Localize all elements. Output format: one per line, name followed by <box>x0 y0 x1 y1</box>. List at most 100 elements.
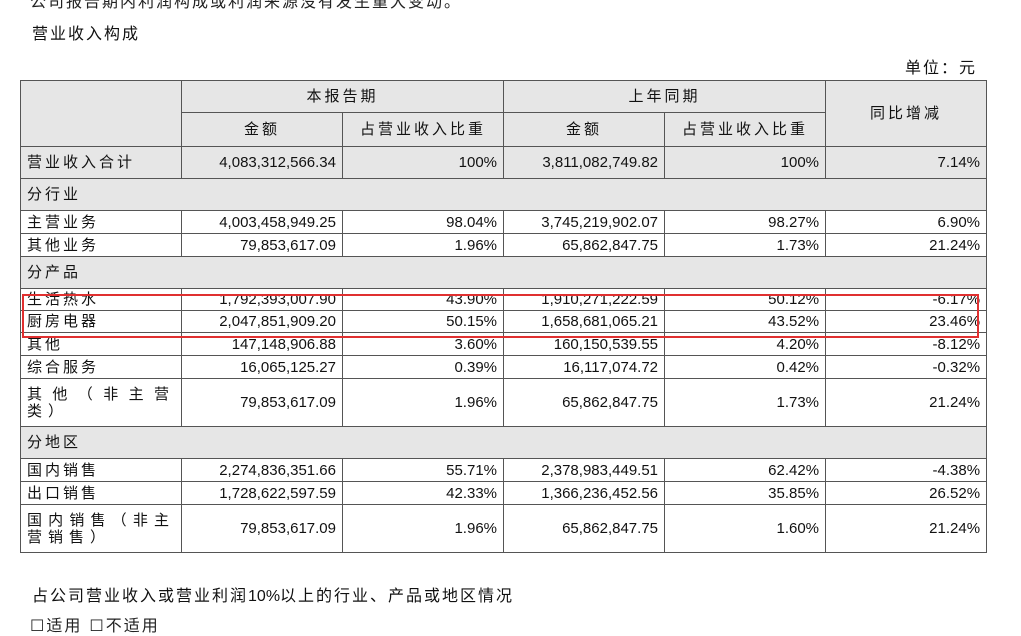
cell-cur-share: 42.33% <box>341 481 505 505</box>
cell-cur-share: 1.96% <box>341 378 505 427</box>
cell-cur-share: 50.15% <box>341 310 505 333</box>
cell-yoy: 21.24% <box>825 504 988 553</box>
cell-prev-share: 43.52% <box>664 310 827 333</box>
table-row: 其他业务 79,853,617.09 1.96% 65,862,847.75 1… <box>20 233 988 257</box>
table-row: 主营业务 4,003,458,949.25 98.04% 3,745,219,9… <box>20 210 988 234</box>
cell-cur-share: 100% <box>341 146 505 179</box>
row-label: 其他（非主营类） <box>20 378 182 427</box>
group-row-region: 分地区 <box>19 426 988 459</box>
cell-yoy: 6.90% <box>825 210 988 234</box>
cell-cur-share: 1.96% <box>341 504 505 553</box>
cell-yoy: -6.17% <box>825 288 988 311</box>
cell-cur-amount: 1,792,393,007.90 <box>181 288 343 311</box>
header-row-2: 金额 占营业收入比重 金额 占营业收入比重 <box>21 112 987 147</box>
unit-label: 单位：元 <box>904 58 977 77</box>
cell-cur-share: 43.90% <box>341 288 505 311</box>
cell-cur-amount: 2,047,851,909.20 <box>181 310 343 333</box>
table-row: 其他（非主营类） 79,853,617.09 1.96% 65,862,847.… <box>20 378 988 427</box>
cell-prev-amount: 3,811,082,749.82 <box>503 146 666 179</box>
cell-cur-amount: 79,853,617.09 <box>181 504 343 553</box>
cell-yoy: -4.38% <box>825 458 988 482</box>
cell-prev-share: 4.20% <box>664 332 827 356</box>
row-label: 营业收入合计 <box>20 146 182 179</box>
cell-cur-amount: 147,148,906.88 <box>181 332 343 356</box>
cell-cur-amount: 79,853,617.09 <box>181 233 343 257</box>
group-label: 分行业 <box>19 178 988 211</box>
row-label: 国内销售（非主营销售） <box>20 504 182 553</box>
next-line-text: ☐适用 ☐不适用 <box>30 616 160 635</box>
cell-yoy: 21.24% <box>825 378 988 427</box>
row-label: 厨房电器 <box>20 310 182 333</box>
group-label: 分地区 <box>19 426 988 459</box>
row-label: 综合服务 <box>20 355 182 379</box>
cell-cur-share: 98.04% <box>341 210 505 234</box>
header-yoy: 同比增减 <box>825 80 988 147</box>
cell-prev-amount: 3,745,219,902.07 <box>503 210 666 234</box>
cell-yoy: 26.52% <box>825 481 988 505</box>
section-title: 营业收入构成 <box>32 24 141 43</box>
cell-prev-amount: 2,378,983,449.51 <box>503 458 666 482</box>
cell-prev-amount: 16,117,074.72 <box>503 355 666 379</box>
cell-prev-share: 0.42% <box>664 355 827 379</box>
table-row: 出口销售 1,728,622,597.59 42.33% 1,366,236,4… <box>20 481 988 505</box>
header-current-period: 本报告期 <box>180 80 505 113</box>
table-row: 生活热水 1,792,393,007.90 43.90% 1,910,271,2… <box>20 288 988 311</box>
table-row: 国内销售 2,274,836,351.66 55.71% 2,378,983,4… <box>20 458 988 482</box>
table-row: 其他 147,148,906.88 3.60% 160,150,539.55 4… <box>20 332 988 356</box>
cell-cur-amount: 4,003,458,949.25 <box>181 210 343 234</box>
revenue-composition-table: 本报告期 上年同期 同比增减 金额 占营业收入比重 金额 占营业收入比重 营业收… <box>19 80 988 553</box>
cell-prev-share: 98.27% <box>664 210 827 234</box>
cell-prev-share: 1.73% <box>664 233 827 257</box>
group-row-product: 分产品 <box>19 256 988 289</box>
footnote-after: 以上的行业、产品或地区情况 <box>280 586 515 605</box>
cell-prev-amount: 1,658,681,065.21 <box>503 310 666 333</box>
cell-prev-amount: 1,366,236,452.56 <box>503 481 666 505</box>
cell-cur-share: 55.71% <box>341 458 505 482</box>
cell-cur-amount: 79,853,617.09 <box>181 378 343 427</box>
cell-yoy: 23.46% <box>825 310 988 333</box>
row-label: 国内销售 <box>20 458 182 482</box>
cell-yoy: 21.24% <box>825 233 988 257</box>
table-row-total: 营业收入合计 4,083,312,566.34 100% 3,811,082,7… <box>20 146 988 179</box>
row-label: 出口销售 <box>20 481 182 505</box>
header-prior-period: 上年同期 <box>503 80 827 113</box>
cell-prev-share: 50.12% <box>664 288 827 311</box>
row-label: 其他 <box>20 332 182 356</box>
row-label: 生活热水 <box>20 288 182 311</box>
header-prev-amount: 金额 <box>503 112 666 147</box>
previous-line-text: 公司报告期内利润构成或利润来源没有发生重大变动。 <box>30 0 463 11</box>
footnote-text: 占公司营业收入或营业利润10%以上的行业、产品或地区情况 <box>32 582 514 606</box>
cell-prev-share: 1.60% <box>664 504 827 553</box>
cell-prev-amount: 160,150,539.55 <box>503 332 666 356</box>
header-cur-amount: 金额 <box>181 112 343 147</box>
cell-cur-amount: 1,728,622,597.59 <box>181 481 343 505</box>
cell-prev-share: 100% <box>664 146 827 179</box>
cell-prev-amount: 65,862,847.75 <box>503 504 666 553</box>
group-row-industry: 分行业 <box>19 178 988 211</box>
cell-cur-share: 0.39% <box>341 355 505 379</box>
cell-prev-amount: 65,862,847.75 <box>503 378 666 427</box>
cell-cur-share: 3.60% <box>341 332 505 356</box>
cell-prev-share: 62.42% <box>664 458 827 482</box>
row-label: 主营业务 <box>20 210 182 234</box>
cell-yoy: -0.32% <box>825 355 988 379</box>
header-row-1: 本报告期 上年同期 同比增减 <box>20 80 988 147</box>
header-prev-share: 占营业收入比重 <box>664 112 827 147</box>
group-label: 分产品 <box>19 256 988 289</box>
header-blank-cell <box>20 80 182 147</box>
cell-prev-share: 1.73% <box>664 378 827 427</box>
footnote-pct: 10% <box>248 588 281 605</box>
cell-yoy: 7.14% <box>825 146 988 179</box>
row-label: 其他业务 <box>20 233 182 257</box>
cell-cur-share: 1.96% <box>341 233 505 257</box>
cell-cur-amount: 2,274,836,351.66 <box>181 458 343 482</box>
cell-cur-amount: 16,065,125.27 <box>181 355 343 379</box>
cell-prev-share: 35.85% <box>664 481 827 505</box>
cell-prev-amount: 65,862,847.75 <box>503 233 666 257</box>
table-row: 厨房电器 2,047,851,909.20 50.15% 1,658,681,0… <box>20 310 988 333</box>
table-row: 综合服务 16,065,125.27 0.39% 16,117,074.72 0… <box>20 355 988 379</box>
cell-cur-amount: 4,083,312,566.34 <box>181 146 343 179</box>
cell-yoy: -8.12% <box>825 332 988 356</box>
header-cur-share: 占营业收入比重 <box>341 112 505 147</box>
footnote-before: 占公司营业收入或营业利润 <box>32 586 249 605</box>
